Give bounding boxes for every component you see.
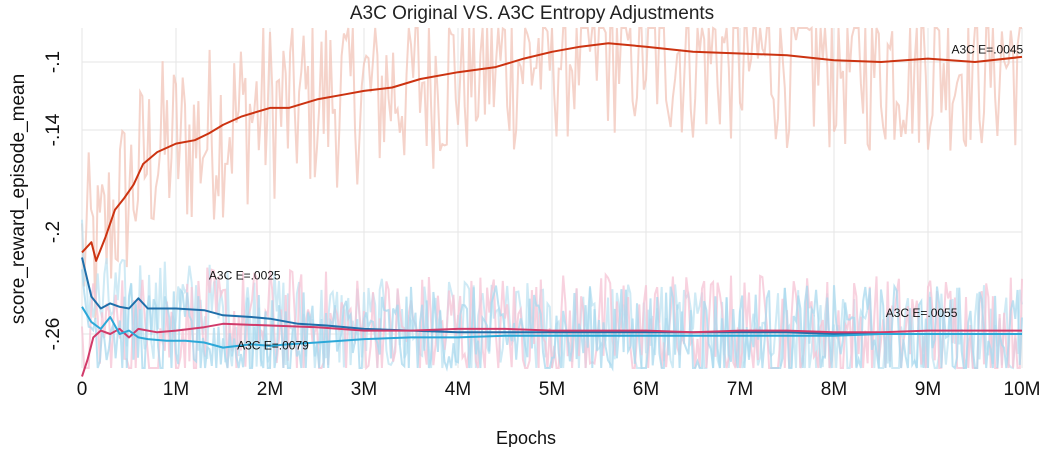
- y-tick-label: -.26: [43, 318, 64, 351]
- series-lines: [81, 42, 1023, 377]
- x-tick-label: 6M: [633, 379, 659, 400]
- x-axis-ticks: 0 1M 2M 3M 4M 5M 6M 7M 8M 9M 10M: [77, 379, 1041, 400]
- x-tick-label: 0: [77, 379, 88, 400]
- x-tick-label: 10M: [1004, 379, 1041, 400]
- y-axis-label: score_reward_episode_mean: [8, 74, 29, 324]
- x-tick-label: 5M: [539, 379, 565, 400]
- series-line-3: [81, 306, 1022, 349]
- series-line-0: [81, 42, 1023, 262]
- x-tick-label: 1M: [163, 379, 189, 400]
- raw-trace-0: [81, 25, 1022, 320]
- annotation-label: A3C E=.0025: [209, 269, 281, 283]
- series-line-1: [81, 257, 1022, 335]
- chart-title: A3C Original VS. A3C Entropy Adjustments: [350, 3, 714, 24]
- x-tick-label: 7M: [727, 379, 753, 400]
- y-axis-ticks: -.1 -.14 -.2 -.26: [43, 51, 64, 350]
- x-tick-label: 8M: [821, 379, 847, 400]
- annotation-label: A3C E=.0045: [952, 43, 1024, 57]
- x-tick-label: 4M: [445, 379, 471, 400]
- y-tick-label: -.1: [43, 51, 64, 73]
- x-tick-label: 2M: [257, 379, 283, 400]
- y-tick-label: -.14: [43, 113, 64, 146]
- raw-series-layer: [81, 25, 1023, 372]
- y-tick-label: -.2: [43, 221, 64, 243]
- x-tick-label: 9M: [915, 379, 941, 400]
- x-axis-label: Epochs: [496, 428, 556, 447]
- x-tick-label: 3M: [351, 379, 377, 400]
- raw-trace-3: [81, 269, 1023, 372]
- annotation-label: A3C E=.0079: [237, 338, 309, 352]
- annotations: A3C E=.0045 A3C E=.0025 A3C E=.0055 A3C E=.…: [209, 43, 1024, 353]
- series-line-2: [81, 322, 1022, 377]
- annotation-label: A3C E=.0055: [886, 306, 958, 320]
